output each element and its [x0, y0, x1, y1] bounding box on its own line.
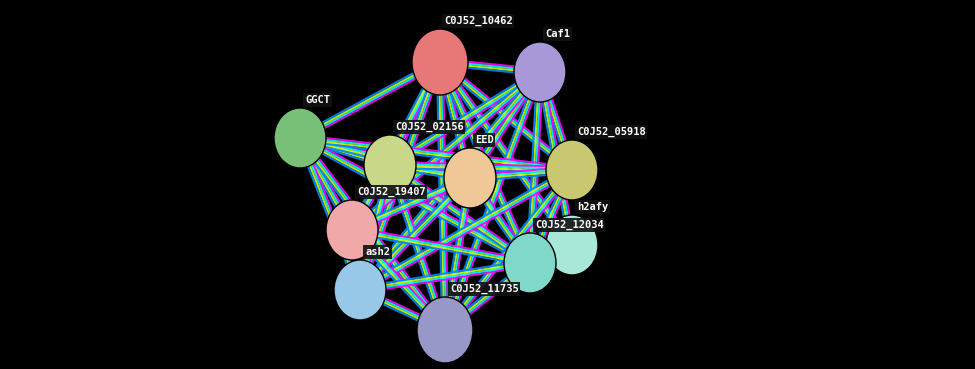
Text: C0J52_05918: C0J52_05918 [577, 127, 645, 137]
Ellipse shape [334, 260, 386, 320]
Text: C0J52_12034: C0J52_12034 [535, 220, 604, 230]
Text: ash2: ash2 [365, 247, 390, 257]
Text: C0J52_10462: C0J52_10462 [444, 16, 513, 26]
Text: GGCT: GGCT [305, 95, 330, 105]
Ellipse shape [546, 140, 598, 200]
Text: EED: EED [475, 135, 493, 145]
Text: C0J52_02156: C0J52_02156 [395, 122, 464, 132]
Text: C0J52_11735: C0J52_11735 [450, 284, 519, 294]
Ellipse shape [412, 29, 468, 95]
Ellipse shape [546, 215, 598, 275]
Text: Caf1: Caf1 [545, 29, 570, 39]
Ellipse shape [274, 108, 326, 168]
Ellipse shape [417, 297, 473, 363]
Ellipse shape [364, 135, 416, 195]
Ellipse shape [326, 200, 378, 260]
Ellipse shape [444, 148, 496, 208]
Text: C0J52_19407: C0J52_19407 [357, 187, 426, 197]
Ellipse shape [504, 233, 556, 293]
Ellipse shape [514, 42, 566, 102]
Text: h2afy: h2afy [577, 202, 608, 212]
